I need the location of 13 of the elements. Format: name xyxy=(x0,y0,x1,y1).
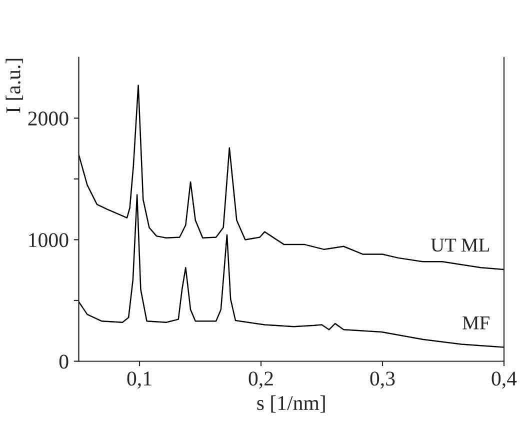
x-axis-title: s [1/nm] xyxy=(257,395,325,413)
y-tick-label: 2000 xyxy=(28,112,68,126)
line-series xyxy=(78,84,504,270)
x-tick-label: 0,4 xyxy=(492,372,517,389)
y-axis-title: I [a.u.] xyxy=(6,58,23,113)
y-tick-label: 0 xyxy=(59,354,68,369)
x-tick-label: 0,2 xyxy=(248,372,273,389)
x-tick-label: 0,3 xyxy=(370,372,395,389)
y-tick-label: 1000 xyxy=(29,233,68,248)
x-tick-label: 0,1 xyxy=(127,372,152,389)
series-label: UT ML xyxy=(430,238,489,252)
line-series xyxy=(78,194,504,348)
series-label: MF xyxy=(462,316,490,330)
